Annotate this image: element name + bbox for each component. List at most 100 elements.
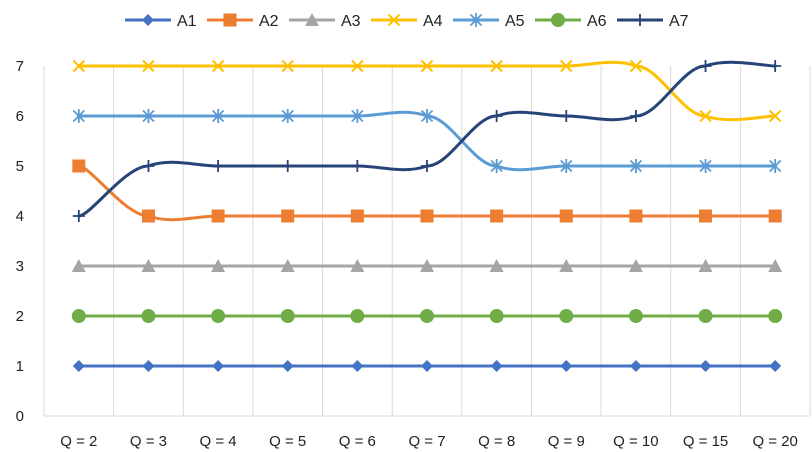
data-point-a1 [769, 360, 782, 372]
x-tick-label: Q = 7 [408, 433, 445, 450]
x-tick-label: Q = 2 [60, 433, 97, 450]
legend-marker-a2 [223, 13, 237, 27]
data-point-a7 [490, 110, 503, 122]
data-point-a4 [490, 59, 503, 73]
legend-item-a4: A4 [371, 13, 443, 30]
data-point-a5 [420, 109, 434, 123]
legend-marker-a4 [387, 13, 401, 27]
series-a3 [71, 259, 783, 272]
data-point-a6 [141, 309, 156, 323]
data-point-a5 [699, 159, 712, 173]
y-tick-label: 2 [16, 308, 24, 325]
series-a5 [72, 109, 782, 173]
data-point-a7 [281, 160, 294, 172]
data-point-a7 [72, 210, 85, 222]
data-point-a5 [281, 109, 294, 123]
data-point-a7 [142, 160, 155, 172]
legend-label-a1: A1 [177, 13, 197, 30]
data-point-a6 [71, 309, 86, 323]
data-point-a3 [280, 259, 295, 272]
legend-marker-a5 [469, 13, 483, 27]
data-point-a2 [559, 209, 573, 223]
data-point-a6 [628, 309, 643, 323]
data-point-a5 [490, 159, 503, 173]
data-point-a6 [559, 309, 574, 323]
data-point-a4 [629, 59, 643, 73]
legend-marker-a6 [551, 13, 565, 27]
data-point-a2 [420, 209, 434, 223]
legend-marker-a1 [142, 14, 154, 26]
legend-label-a6: A6 [587, 13, 607, 30]
data-point-a7 [351, 160, 364, 172]
data-point-a1 [281, 360, 294, 372]
data-point-a1 [629, 360, 642, 372]
data-point-a7 [212, 160, 225, 172]
data-point-a3 [489, 259, 504, 272]
data-point-a4 [351, 59, 364, 73]
data-point-a4 [281, 59, 294, 73]
data-point-a5 [629, 159, 643, 173]
data-point-a1 [72, 360, 85, 372]
data-point-a6 [420, 309, 434, 323]
x-tick-label: Q = 10 [613, 433, 658, 450]
data-point-a1 [421, 360, 433, 372]
data-point-a3 [698, 259, 713, 272]
data-point-a5 [351, 109, 364, 123]
data-point-a5 [72, 109, 85, 123]
data-point-a4 [420, 59, 434, 73]
data-point-a1 [560, 360, 573, 372]
data-point-a3 [768, 259, 783, 272]
data-point-a7 [769, 60, 782, 72]
data-point-a6 [489, 309, 504, 323]
data-point-a2 [281, 209, 295, 223]
x-tick-label: Q = 3 [130, 433, 167, 450]
y-tick-label: 0 [16, 408, 24, 425]
data-point-a6 [211, 309, 226, 323]
data-point-a4 [72, 59, 86, 73]
data-point-a2 [699, 209, 713, 223]
data-point-a2 [72, 159, 86, 173]
data-point-a3 [350, 259, 365, 272]
legend-item-a3: A3 [289, 13, 361, 30]
data-point-a5 [211, 109, 225, 123]
data-point-a7 [629, 110, 642, 122]
data-point-a4 [768, 109, 782, 123]
data-point-a4 [142, 59, 155, 73]
legend-item-a6: A6 [535, 13, 607, 30]
data-point-a6 [280, 309, 295, 323]
axes: 0 1 2 3 4 5 6 7 Q = 2 Q = 3 Q = 4 Q = 5 Q = 6 Q = 7 Q … [16, 58, 810, 450]
data-point-a1 [212, 360, 225, 372]
y-tick-label: 4 [16, 208, 24, 225]
series-a7 [72, 60, 782, 222]
series-group [71, 59, 783, 372]
x-tick-label: Q = 20 [752, 433, 797, 450]
series-a4 [72, 59, 782, 123]
data-point-a7 [699, 60, 712, 72]
series-a6 [71, 309, 783, 323]
data-point-a2 [211, 209, 225, 223]
data-point-a1 [699, 360, 712, 372]
data-point-a7 [421, 160, 433, 172]
y-tick-label: 1 [16, 358, 24, 375]
legend: A1 A2 A3 A4 A5 A6 A7 [125, 13, 689, 30]
data-point-a1 [142, 360, 155, 372]
data-point-a3 [628, 259, 643, 272]
x-tick-label: Q = 4 [200, 433, 237, 450]
x-tick-label: Q = 8 [478, 433, 515, 450]
data-point-a3 [211, 259, 226, 272]
data-point-a6 [698, 309, 713, 323]
data-point-a1 [490, 360, 503, 372]
data-point-a4 [560, 59, 573, 73]
data-point-a5 [142, 109, 155, 123]
data-point-a7 [560, 110, 573, 122]
data-point-a3 [141, 259, 156, 272]
legend-marker-a3 [305, 13, 319, 26]
data-point-a2 [141, 209, 155, 223]
data-point-a1 [351, 360, 364, 372]
data-point-a3 [420, 259, 434, 272]
legend-label-a4: A4 [423, 13, 443, 30]
y-tick-label: 7 [16, 58, 24, 75]
x-tick-label: Q = 5 [269, 433, 306, 450]
